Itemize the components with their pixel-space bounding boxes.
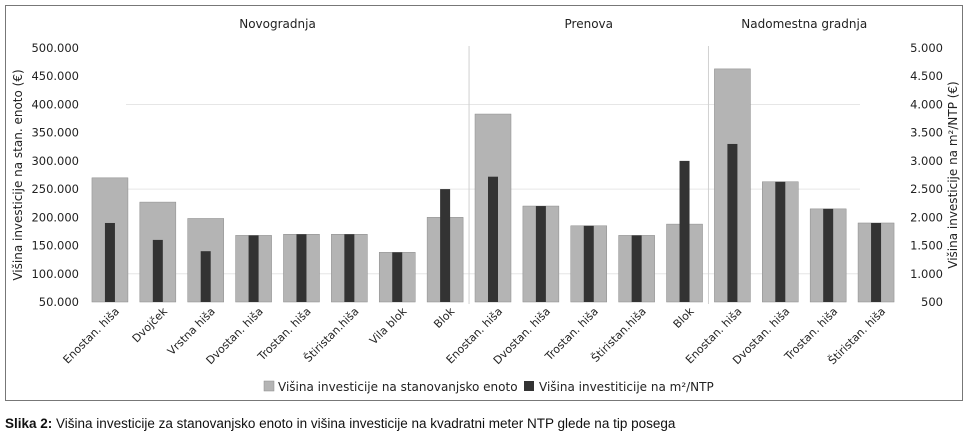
category-label: Vrstna hiša <box>165 305 218 358</box>
y-left-tick-label: 500.000 <box>31 41 79 55</box>
bar-investment-per-m2 <box>440 189 451 302</box>
bar-investment-per-m2 <box>152 239 163 302</box>
y-left-tick-label: 250.000 <box>31 182 79 196</box>
category-label: Blok <box>431 304 457 330</box>
group-label: Novogradnja <box>239 17 316 31</box>
bar-investment-per-m2 <box>727 143 738 302</box>
caption-label: Slika 2: <box>5 416 53 431</box>
bar-investment-per-m2 <box>296 234 307 302</box>
legend-swatch-per-m2 <box>524 381 534 391</box>
y-left-tick-label: 300.000 <box>31 154 79 168</box>
figure-caption: Slika 2: Višina investicije za stanovanj… <box>5 416 963 431</box>
y-left-axis-title: Višina investicije na stan. enoto (€) <box>11 69 25 280</box>
category-label: Blok <box>671 304 697 330</box>
y-right-tick-label: 3.500 <box>910 126 943 140</box>
y-right-tick-label: 500 <box>921 295 943 309</box>
y-left-tick-label: 100.000 <box>31 267 79 281</box>
y-left-tick-label: 450.000 <box>31 69 79 83</box>
bar-chart: 500.000 450.000 400.000 350.000 300.000 250.0… <box>11 17 960 394</box>
y-right-tick-label: 4.000 <box>910 97 943 111</box>
bar-investment-per-m2 <box>679 160 690 302</box>
y-left-tick-label: 150.000 <box>31 239 79 253</box>
bar-investment-per-m2 <box>392 252 403 302</box>
y-right-tick-label: 5.000 <box>910 41 943 55</box>
y-right-tick-label: 2.500 <box>910 182 943 196</box>
y-right-tick-label: 4.500 <box>910 69 943 83</box>
bar-investment-per-m2 <box>823 208 834 302</box>
bar-investment-per-m2 <box>200 251 211 302</box>
legend-label-per-unit: Višina investicije na stanovanjsko enoto <box>278 380 518 394</box>
chart-frame: 500.000 450.000 400.000 350.000 300.000 250.0… <box>5 5 963 401</box>
category-label: Enostan. hiša <box>61 305 122 366</box>
bar-investment-per-m2 <box>775 181 786 302</box>
caption-text: Višina investicije za stanovanjsko enoto… <box>52 416 676 431</box>
y-right-tick-label: 1.000 <box>910 267 943 281</box>
y-right-axis-title: Višina investicije na m²/NTP (€) <box>946 81 960 269</box>
bar-investment-per-m2 <box>535 206 546 302</box>
y-left-tick-label: 400.000 <box>31 97 79 111</box>
y-right-tick-label: 3.000 <box>910 154 943 168</box>
group-label: Nadomestna gradnja <box>741 17 867 31</box>
y-left-tick-label: 350.000 <box>31 126 79 140</box>
category-label: Dvojček <box>130 304 171 345</box>
bar-investment-per-m2 <box>583 225 594 302</box>
bar-investment-per-m2 <box>248 235 259 302</box>
bar-investment-per-m2 <box>488 176 498 302</box>
bar-investment-per-m2 <box>344 234 355 302</box>
bar-investment-per-m2 <box>104 222 115 302</box>
y-left-tick-label: 50.000 <box>39 295 79 309</box>
y-left-tick-label: 200.000 <box>31 210 79 224</box>
legend-swatch-per-unit <box>263 380 275 392</box>
y-right-tick-label: 1.500 <box>910 239 943 253</box>
category-label: Vila blok <box>367 304 410 347</box>
bar-investment-per-m2 <box>631 235 642 302</box>
legend-label-per-m2: Višina investiticije na m²/NTP <box>539 380 714 394</box>
group-label: Prenova <box>565 17 613 31</box>
bar-investment-per-m2 <box>871 222 882 302</box>
y-right-tick-label: 2.000 <box>910 210 943 224</box>
